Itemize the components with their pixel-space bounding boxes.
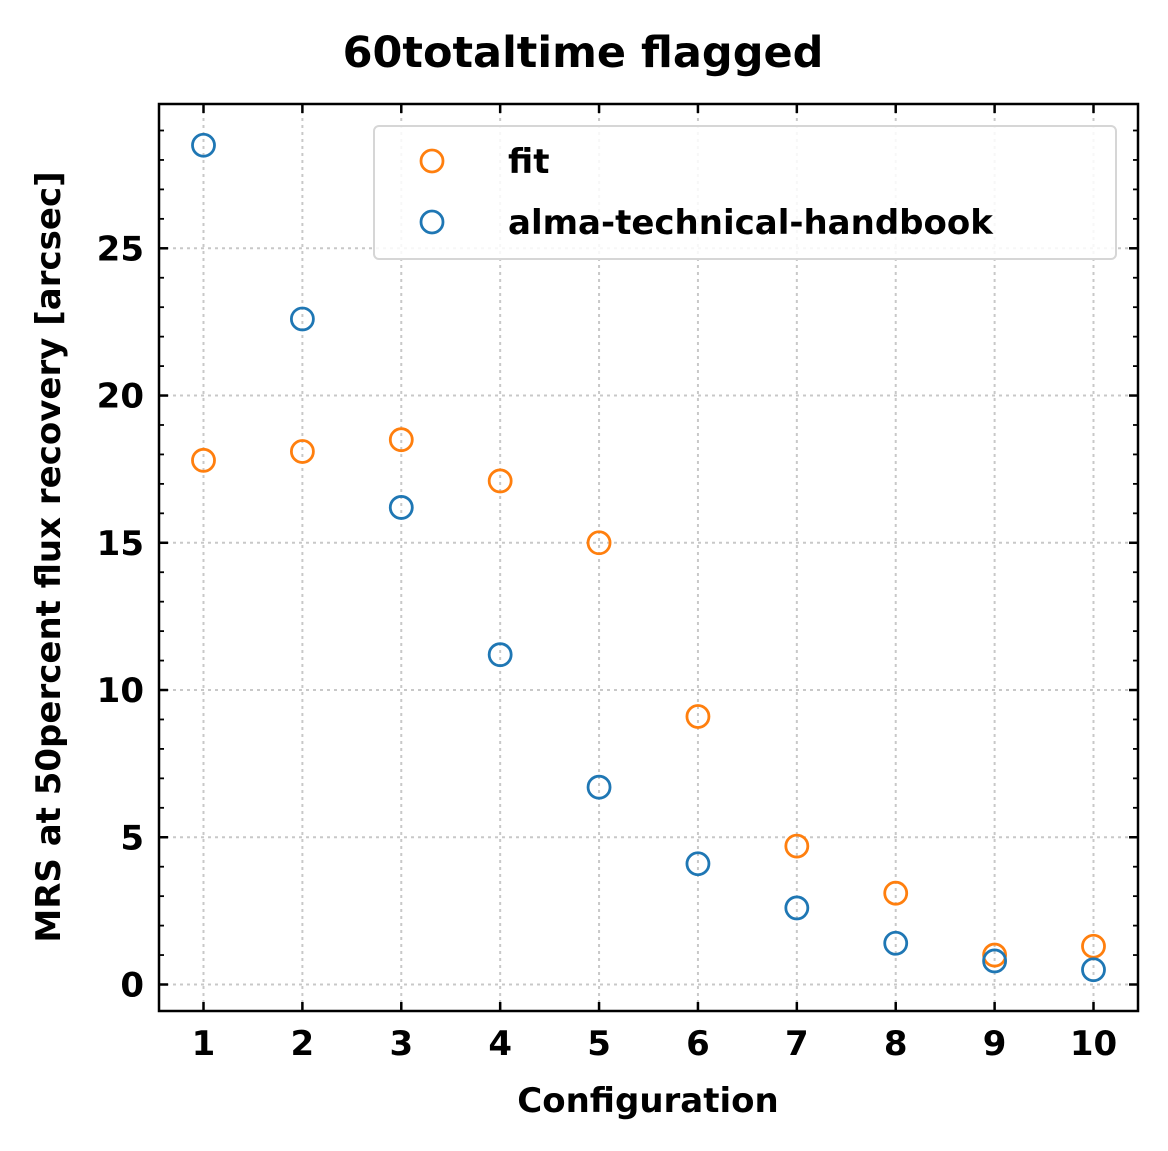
plot-frame <box>157 102 1140 1013</box>
data-point <box>982 948 1008 974</box>
y-tick-label: 5 <box>120 818 144 858</box>
legend-box <box>373 125 1117 260</box>
x-tick-label: 6 <box>686 1024 710 1064</box>
data-point <box>1081 957 1106 983</box>
x-tick-label: 10 <box>1070 1024 1117 1064</box>
y-tick-label: 20 <box>97 377 144 417</box>
data-point <box>388 427 414 453</box>
grid-lines <box>159 104 1138 1011</box>
data-point <box>982 942 1008 968</box>
data-markers <box>191 132 1106 983</box>
x-tick-label: 2 <box>291 1024 315 1064</box>
x-tick-label: 1 <box>192 1024 216 1064</box>
data-point <box>289 439 315 464</box>
data-point <box>289 306 315 332</box>
x-tick-label: 4 <box>488 1024 512 1064</box>
data-point <box>487 642 513 668</box>
legend-label: fit <box>508 142 549 182</box>
data-point <box>685 851 711 877</box>
y-tick-label: 25 <box>97 229 144 269</box>
data-point <box>487 468 513 494</box>
legend: fit alma-technical-handbook <box>373 125 1117 260</box>
x-tick-label: 9 <box>983 1024 1007 1064</box>
x-tick-label: 3 <box>389 1024 413 1064</box>
data-point <box>883 930 909 956</box>
tick-labels: 1 2 3 4 5 6 7 8 9 10 0 5 10 15 20 25 <box>97 229 1117 1064</box>
y-tick-label: 10 <box>97 671 144 711</box>
x-tick-label: 8 <box>884 1024 908 1064</box>
data-point <box>784 895 810 921</box>
x-tick-label: 7 <box>785 1024 809 1064</box>
chart-title: 60totaltime flagged <box>343 28 824 78</box>
data-point <box>883 880 909 906</box>
legend-marker <box>419 148 445 174</box>
y-axis-label: MRS at 50percent flux recovery [arcsec] <box>29 171 69 942</box>
legend-marker <box>419 209 445 235</box>
data-point <box>586 774 612 800</box>
x-axis-label: Configuration <box>517 1081 778 1121</box>
data-point <box>191 132 216 158</box>
data-point <box>1081 933 1106 959</box>
data-point <box>191 447 216 473</box>
data-point <box>685 704 711 729</box>
y-tick-label: 0 <box>120 965 144 1005</box>
y-tick-label: 15 <box>97 524 144 564</box>
x-tick-label: 5 <box>587 1024 611 1064</box>
data-point <box>784 833 810 859</box>
data-point <box>586 530 612 556</box>
data-point <box>388 495 414 520</box>
legend-label: alma-technical-handbook <box>508 203 994 243</box>
